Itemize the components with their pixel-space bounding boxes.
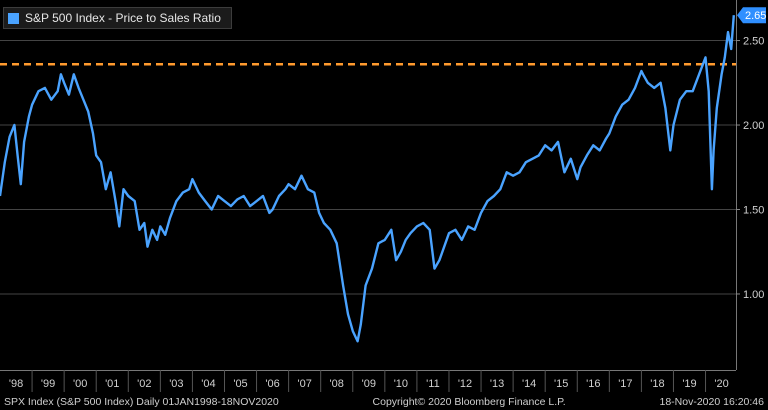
chart-legend: S&P 500 Index - Price to Sales Ratio (3, 7, 232, 29)
x-tick-label: '15 (554, 378, 568, 390)
footer-copyright: Copyright© 2020 Bloomberg Finance L.P. (372, 395, 566, 408)
x-tick-label: '06 (265, 378, 279, 390)
x-tick-label: '04 (201, 378, 215, 390)
footer-timestamp: 18-Nov-2020 16:20:46 (659, 395, 764, 408)
x-tick-label: '99 (41, 378, 55, 390)
x-tick-label: '13 (490, 378, 504, 390)
legend-label: S&P 500 Index - Price to Sales Ratio (25, 11, 221, 25)
last-value-badge (737, 7, 766, 24)
x-tick-label: '05 (233, 378, 247, 390)
x-tick-label: '17 (618, 378, 632, 390)
x-tick-label: '09 (362, 378, 376, 390)
x-tick-label: '01 (105, 378, 119, 390)
x-tick-label: '00 (73, 378, 87, 390)
x-tick-label: '14 (522, 378, 536, 390)
x-tick-label: '11 (426, 378, 440, 390)
footer-security: SPX Index (S&P 500 Index) Daily 01JAN199… (4, 395, 279, 408)
x-tick-label: '03 (169, 378, 183, 390)
y-tick-label: 1.50 (743, 204, 764, 216)
y-tick-label: 1.00 (743, 289, 764, 301)
x-tick-label: '07 (297, 378, 311, 390)
x-tick-label: '98 (9, 378, 23, 390)
x-tick-label: '12 (458, 378, 472, 390)
last-value-label: 2.65 (745, 10, 766, 22)
series-line-price-to-sales (0, 15, 735, 343)
x-tick-label: '08 (330, 378, 344, 390)
x-tick-label: '16 (586, 378, 600, 390)
legend-swatch (8, 12, 19, 24)
y-tick-label: 2.00 (743, 120, 764, 132)
x-tick-label: '02 (137, 378, 151, 390)
x-tick-label: '18 (650, 378, 664, 390)
x-tick-label: '20 (714, 378, 728, 390)
x-tick-label: '10 (394, 378, 408, 390)
y-tick-label: 2.50 (743, 36, 764, 48)
x-tick-label: '19 (682, 378, 696, 390)
chart-footer: SPX Index (S&P 500 Index) Daily 01JAN199… (0, 393, 768, 410)
